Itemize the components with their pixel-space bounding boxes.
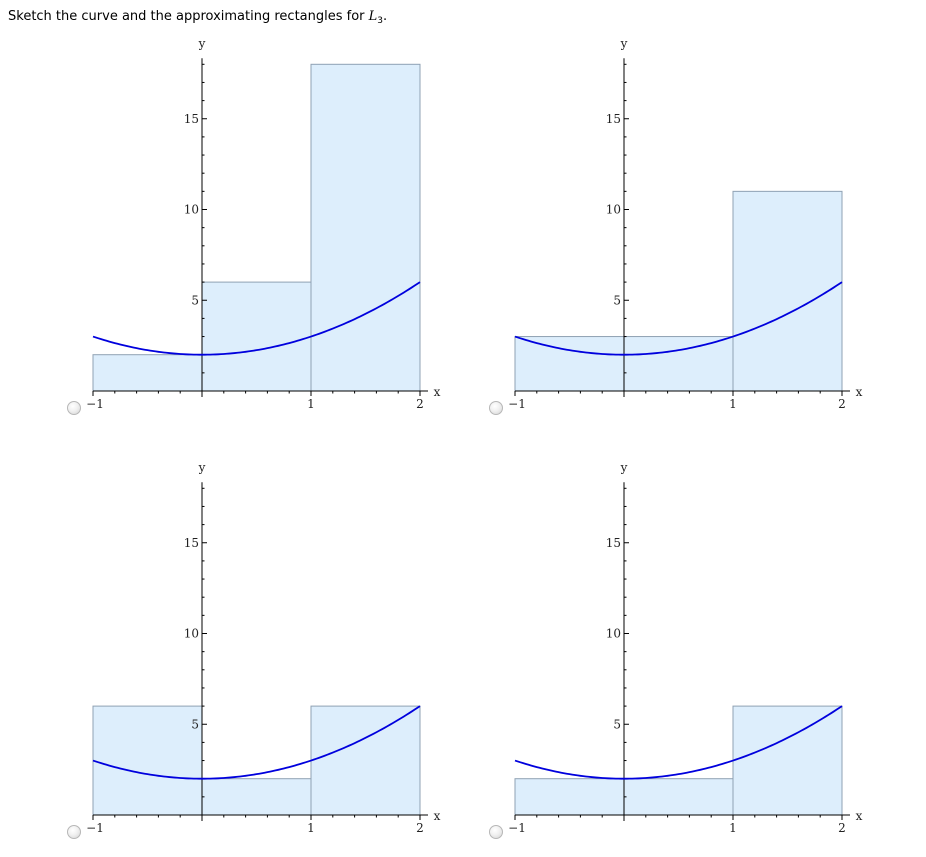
option-plot: −1 1 2 5 10 15 x y bbox=[86, 460, 441, 835]
x-tick-label: 1 bbox=[729, 821, 737, 835]
x-tick-label: −1 bbox=[508, 397, 526, 411]
y-tick-label: 10 bbox=[606, 627, 621, 641]
y-tick-label: 5 bbox=[613, 717, 621, 731]
y-axis-label: y bbox=[198, 36, 206, 50]
approx-rectangle-2 bbox=[623, 778, 734, 816]
x-tick-label: 2 bbox=[838, 821, 846, 835]
option-plot: −1 1 2 5 10 15 x y bbox=[86, 36, 441, 411]
x-tick-label: −1 bbox=[86, 397, 104, 411]
curve-line bbox=[514, 281, 843, 356]
approx-rectangle-3 bbox=[732, 190, 843, 392]
x-tick-label: −1 bbox=[508, 821, 526, 835]
radio-button[interactable] bbox=[67, 401, 81, 415]
approx-rectangle-1 bbox=[514, 336, 625, 392]
question-math-var: L bbox=[368, 9, 378, 24]
y-tick-label: 15 bbox=[606, 112, 621, 126]
x-axis-label: x bbox=[856, 809, 863, 823]
approx-rectangle-3 bbox=[310, 63, 421, 392]
x-tick-label: 2 bbox=[838, 397, 846, 411]
question-prefix: Sketch the curve and the approximating r… bbox=[8, 9, 369, 24]
curve-line bbox=[92, 705, 421, 780]
radio-button[interactable] bbox=[67, 825, 81, 839]
approx-rectangle-1 bbox=[92, 354, 203, 392]
y-tick-label: 15 bbox=[184, 112, 199, 126]
curve-line bbox=[92, 281, 421, 356]
radio-button[interactable] bbox=[489, 401, 503, 415]
y-tick-label: 5 bbox=[613, 293, 621, 307]
x-tick-label: 1 bbox=[307, 821, 315, 835]
question-text: Sketch the curve and the approximating r… bbox=[8, 9, 387, 26]
x-axis-label: x bbox=[434, 385, 441, 399]
option-plot: −1 1 2 5 10 15 x y bbox=[508, 36, 863, 411]
question-math-sub: 3 bbox=[377, 16, 384, 26]
curve-line bbox=[514, 705, 843, 780]
y-tick-label: 10 bbox=[184, 203, 199, 217]
y-tick-label: 15 bbox=[606, 536, 621, 550]
x-tick-label: 2 bbox=[416, 397, 424, 411]
y-axis-label: y bbox=[620, 36, 628, 50]
radio-button[interactable] bbox=[489, 825, 503, 839]
question-suffix: . bbox=[383, 9, 388, 24]
y-tick-label: 5 bbox=[191, 717, 199, 731]
approx-rectangle-1 bbox=[514, 778, 625, 816]
y-tick-label: 5 bbox=[191, 293, 199, 307]
x-axis-label: x bbox=[434, 809, 441, 823]
x-tick-label: 1 bbox=[729, 397, 737, 411]
approx-rectangle-3 bbox=[732, 705, 843, 816]
y-tick-label: 10 bbox=[606, 203, 621, 217]
approx-rectangle-2 bbox=[623, 336, 734, 392]
y-axis-label: y bbox=[198, 460, 206, 474]
x-axis-label: x bbox=[856, 385, 863, 399]
x-tick-label: 2 bbox=[416, 821, 424, 835]
x-tick-label: 1 bbox=[307, 397, 315, 411]
y-tick-label: 10 bbox=[184, 627, 199, 641]
y-axis-label: y bbox=[620, 460, 628, 474]
x-tick-label: −1 bbox=[86, 821, 104, 835]
y-tick-label: 15 bbox=[184, 536, 199, 550]
